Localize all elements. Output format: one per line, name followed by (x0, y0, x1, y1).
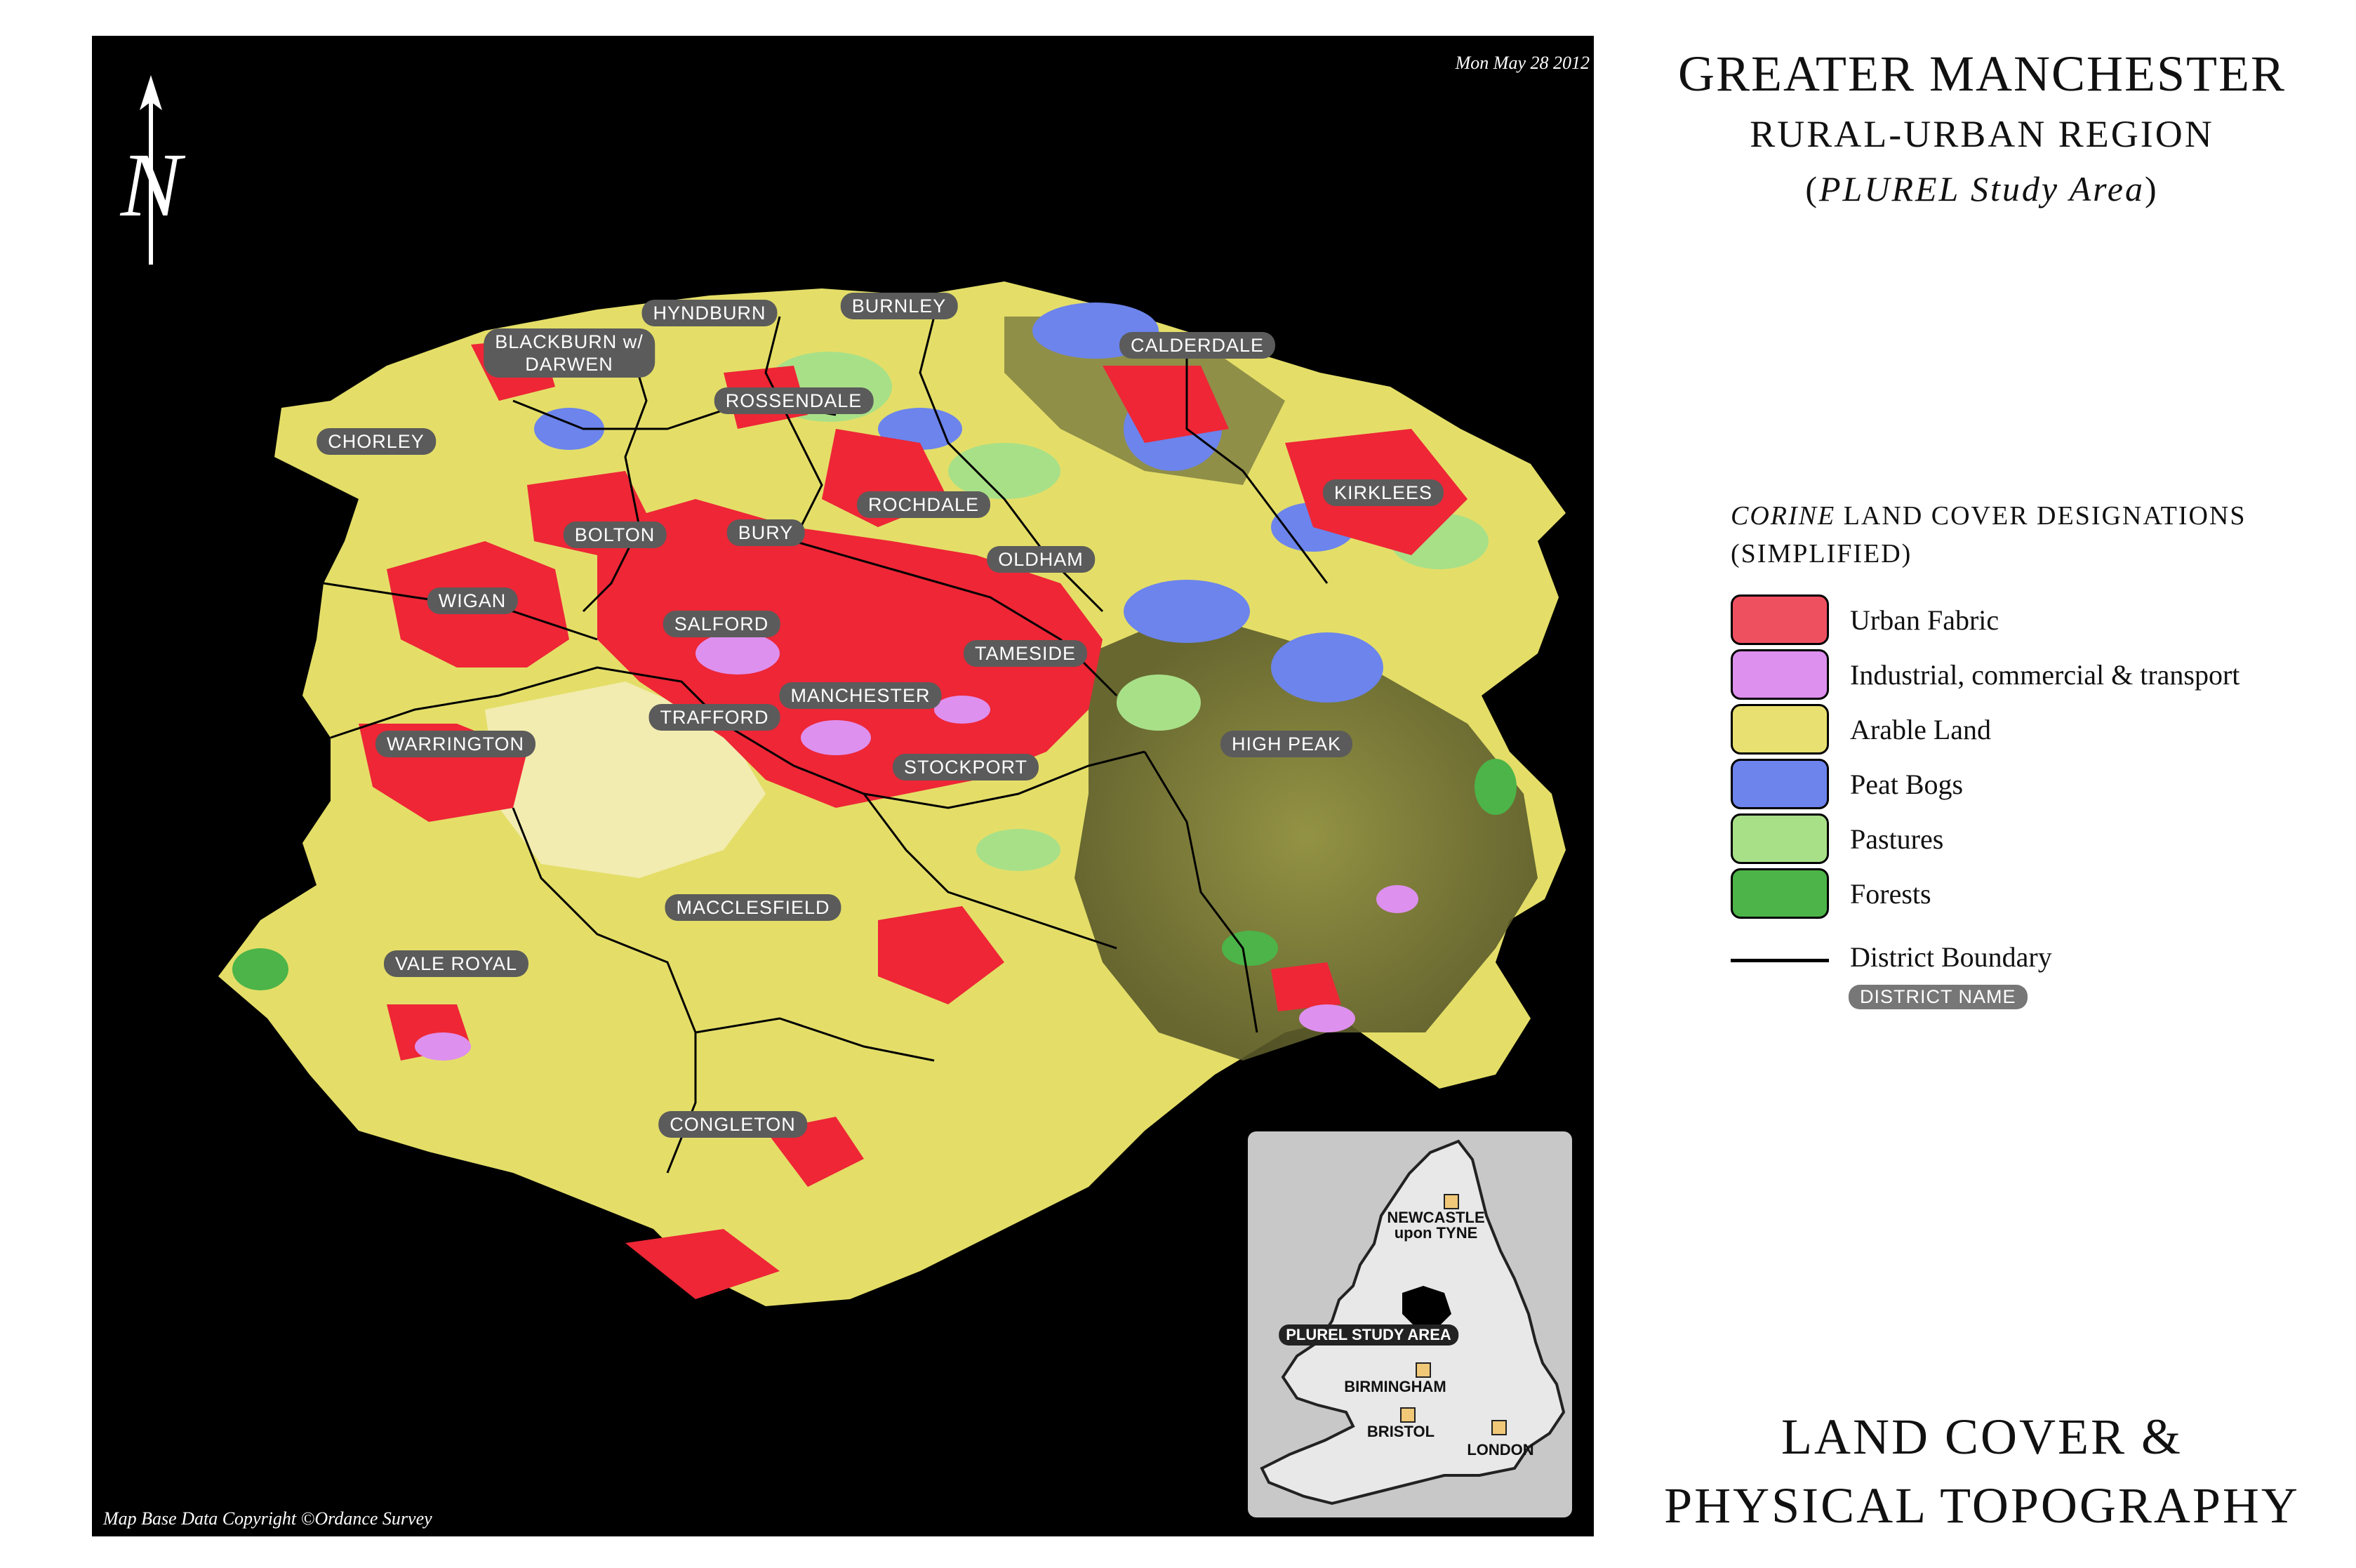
district-label-rochdale[interactable]: ROCHDALE (856, 491, 991, 518)
map-title-line2: RURAL-URBAN REGION (1750, 113, 2214, 155)
eastern-hills (1074, 611, 1538, 1061)
district-label-stockport[interactable]: STOCKPORT (892, 754, 1039, 780)
district-label-warrington[interactable]: WARRINGTON (375, 731, 535, 757)
pasture (976, 829, 1060, 871)
legend-item-forests: Forests (1731, 868, 1931, 919)
district-label-calderdale[interactable]: CALDERDALE (1119, 332, 1276, 359)
inset-label-study-area: PLUREL STUDY AREA (1279, 1324, 1458, 1346)
legend-label: Peat Bogs (1850, 768, 1964, 800)
industrial (801, 720, 871, 755)
district-label-hyndburn[interactable]: HYNDBURN (641, 300, 778, 326)
industrial (415, 1032, 471, 1061)
legend-boundary-line (1731, 959, 1829, 962)
forest (1222, 931, 1278, 966)
district-label-rossendale[interactable]: ROSSENDALE (714, 387, 874, 414)
footer-title-line1: LAND COVER & (1781, 1409, 2183, 1465)
legend-swatch (1731, 813, 1829, 864)
peat-bog (1124, 580, 1250, 643)
legend-item-urban: Urban Fabric (1731, 594, 1999, 646)
district-label-chorley[interactable]: CHORLEY (317, 428, 436, 455)
england-outline (1260, 1139, 1566, 1506)
locator-inset-map: NEWCASTLE upon TYNE PLUREL STUDY AREA BI… (1248, 1131, 1572, 1517)
district-label-salford[interactable]: SALFORD (663, 611, 780, 637)
legend-label: Forests (1850, 877, 1931, 910)
district-label-vale-royal[interactable]: VALE ROYAL (383, 950, 529, 977)
map-date: Mon May 28 2012 (1455, 53, 1590, 73)
legend-boundary-label: District Boundary (1850, 941, 2052, 973)
north-letter: N (120, 135, 186, 236)
pasture (1117, 675, 1201, 731)
industrial (1299, 1004, 1355, 1032)
legend-label: Industrial, commercial & transport (1850, 658, 2240, 691)
peat-bog (1271, 632, 1383, 703)
map-view[interactable]: Mon May 28 2012 N HYNDBURN BURNLEY BLACK… (92, 36, 1594, 1536)
urban-east (1271, 962, 1341, 1011)
legend-swatch (1731, 868, 1829, 919)
legend-item-arable: Arable Land (1731, 703, 1991, 755)
inset-label-newcastle: NEWCASTLE upon TYNE (1387, 1209, 1485, 1242)
district-label-burnley[interactable]: BURNLEY (840, 293, 958, 319)
london-marker (1491, 1420, 1507, 1435)
legend-label: Urban Fabric (1850, 604, 1999, 636)
urban-core (597, 499, 1103, 808)
north-arrow: N (109, 75, 200, 272)
legend-item-peat: Peat Bogs (1731, 758, 1963, 810)
legend-swatch (1731, 704, 1829, 755)
land-cover-terrain (218, 281, 1566, 1306)
legend-swatch (1731, 594, 1829, 645)
district-label-blackburn[interactable]: BLACKBURN w/ DARWEN (484, 328, 655, 378)
legend-label: Pastures (1850, 823, 1944, 855)
legend-item-industrial: Industrial, commercial & transport (1731, 649, 2239, 700)
district-label-high-peak[interactable]: HIGH PEAK (1220, 731, 1353, 757)
forest (1475, 759, 1517, 815)
pale-plain (485, 682, 766, 878)
district-label-kirklees[interactable]: KIRKLEES (1322, 479, 1444, 506)
district-label-wigan[interactable]: WIGAN (427, 587, 518, 614)
newcastle-marker (1444, 1194, 1459, 1209)
legend-swatch (1731, 649, 1829, 700)
peat-bog (534, 408, 604, 450)
urban-macclesfield (878, 906, 1004, 1004)
district-label-congleton[interactable]: CONGLETON (658, 1111, 807, 1138)
plurel-study-area: PLUREL Study Area (1819, 169, 2145, 208)
urban-calderdale (1103, 366, 1229, 443)
district-label-trafford[interactable]: TRAFFORD (648, 704, 780, 731)
birmingham-marker (1416, 1362, 1431, 1378)
district-label-macclesfield[interactable]: MACCLESFIELD (665, 894, 841, 921)
pasture (948, 443, 1060, 499)
industrial (696, 632, 780, 675)
inset-label-london: LONDON (1467, 1441, 1534, 1459)
map-title-line1: GREATER MANCHESTER (1677, 46, 2287, 102)
footer-title-line2: PHYSICAL TOPOGRAPHY (1664, 1477, 2300, 1534)
legend-district-name-badge: DISTRICT NAME (1849, 985, 2028, 1009)
study-area-shape (1402, 1286, 1451, 1328)
industrial (934, 696, 990, 724)
district-label-manchester[interactable]: MANCHESTER (779, 682, 942, 709)
legend-title: CORINE LAND COVER DESIGNATIONS (SIMPLIFIE… (1731, 501, 2247, 569)
industrial (1376, 885, 1418, 913)
district-label-bury[interactable]: BURY (726, 519, 805, 546)
inset-label-bristol: BRISTOL (1366, 1423, 1435, 1440)
copyright-note: Map Base Data Copyright ©Ordance Survey (103, 1508, 432, 1529)
district-label-oldham[interactable]: OLDHAM (987, 546, 1095, 573)
bristol-marker (1400, 1407, 1416, 1423)
map-title-line3: (PLUREL Study Area) (1805, 169, 2159, 208)
urban-south (625, 1229, 780, 1299)
legend-label: Arable Land (1850, 713, 1992, 745)
district-label-bolton[interactable]: BOLTON (563, 521, 667, 548)
district-label-tameside[interactable]: TAMESIDE (963, 640, 1088, 667)
legend-swatch (1731, 759, 1829, 809)
north-arrow-icon: N (120, 75, 186, 265)
inset-label-birmingham: BIRMINGHAM (1344, 1378, 1446, 1395)
legend-item-pastures: Pastures (1731, 813, 1943, 865)
forest (232, 948, 288, 990)
